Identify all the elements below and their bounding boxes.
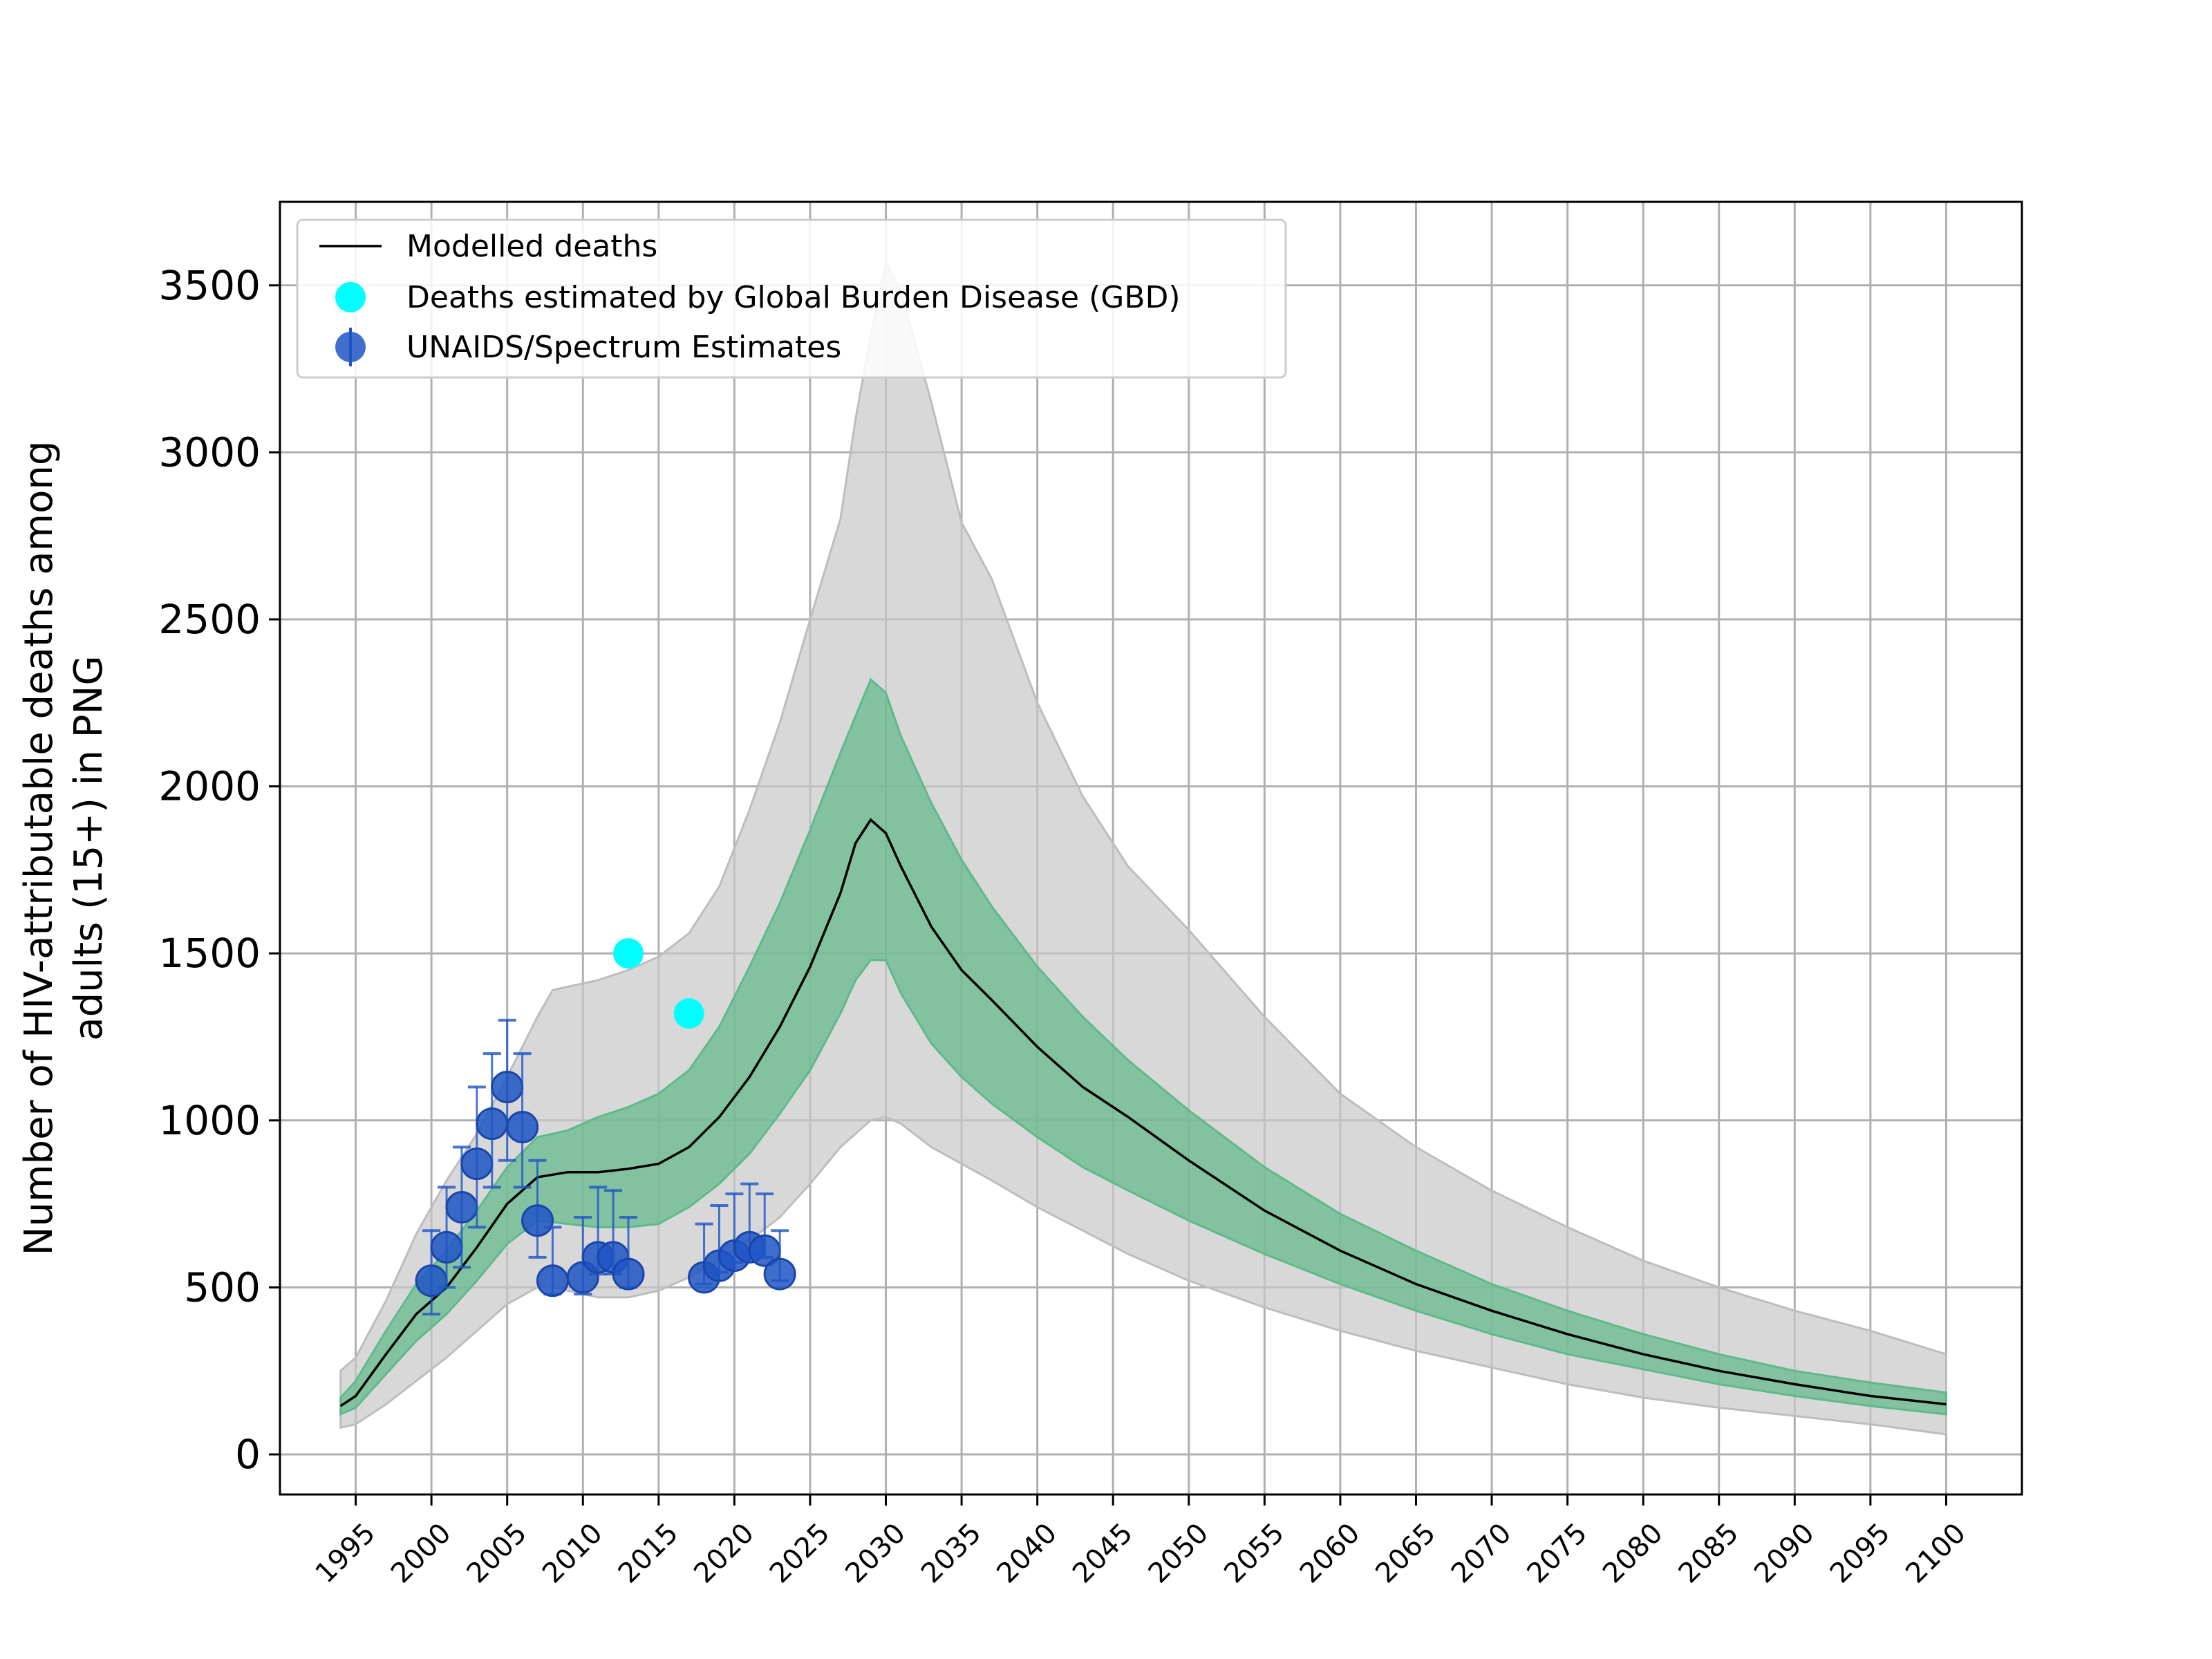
unaids-marker [763, 1257, 796, 1291]
legend-label: UNAIDS/Spectrum Estimates [406, 330, 841, 365]
modelled-deaths-series [339, 818, 1947, 1407]
unaids-marker [445, 1190, 478, 1224]
y-tick-label: 0 [235, 1431, 261, 1478]
x-tick-label: 2060 [1294, 1517, 1367, 1590]
x-tick-label: 2005 [461, 1517, 534, 1590]
x-tick-label: 2080 [1597, 1517, 1669, 1590]
inner-uncertainty-band [339, 677, 1947, 1416]
x-tick-label: 2095 [1824, 1517, 1897, 1590]
legend-box [296, 218, 1287, 379]
y-tick-label: 1000 [158, 1097, 261, 1144]
unaids-marker [536, 1264, 569, 1297]
x-tick-label: 2055 [1218, 1517, 1291, 1590]
legend-label: Deaths estimated by Global Burden Diseas… [406, 280, 1181, 315]
x-tick-label: 2050 [1143, 1517, 1215, 1590]
gbd-series [613, 938, 704, 1029]
y-tick-label: 3500 [158, 262, 261, 309]
unaids-point [491, 1018, 524, 1162]
x-tick-label: 2000 [385, 1517, 458, 1590]
x-tick-label: 2040 [991, 1517, 1064, 1590]
unaids-point [536, 1226, 569, 1297]
outer-uncertainty-band [339, 259, 1947, 1436]
x-tick-label: 2020 [688, 1517, 760, 1590]
y-tick-label: 3000 [158, 429, 261, 476]
x-tick-label: 2085 [1673, 1517, 1745, 1590]
unaids-marker [491, 1070, 524, 1103]
x-tick-label: 2075 [1521, 1517, 1594, 1590]
x-tick-label: 1995 [309, 1517, 382, 1590]
x-tick-label: 2015 [612, 1517, 685, 1590]
unaids-point [763, 1229, 796, 1291]
x-tick-label: 2010 [536, 1517, 609, 1590]
gbd-marker [673, 998, 704, 1029]
x-tick-label: 2035 [915, 1517, 988, 1590]
y-tick-label: 1500 [158, 930, 261, 977]
y-axis-label: Number of HIV-attributable deaths among a… [17, 441, 111, 1256]
outer-band-area [339, 259, 1947, 1436]
inner-band-area [339, 677, 1947, 1416]
unaids-marker [521, 1204, 554, 1237]
x-tick-label: 2070 [1445, 1517, 1518, 1590]
plot-frame [279, 200, 2023, 1496]
legend-unaids-swatch [335, 332, 366, 362]
unaids-marker [612, 1257, 645, 1291]
gbd-marker [613, 938, 644, 969]
y-axis-label-line: Number of HIV-attributable deaths among [17, 441, 62, 1256]
x-tick-label: 2090 [1748, 1517, 1821, 1590]
unaids-point [460, 1085, 494, 1229]
x-tick-label: 2045 [1067, 1517, 1139, 1590]
unaids-marker [506, 1110, 539, 1143]
unaids-series [415, 1018, 796, 1316]
unaids-point [506, 1052, 539, 1189]
y-tick-label: 500 [184, 1264, 261, 1311]
unaids-marker [430, 1230, 463, 1264]
unaids-marker [415, 1264, 448, 1297]
modelled-deaths-line [339, 818, 1947, 1407]
legend-gbd-swatch [335, 282, 366, 312]
y-tick-label: 2500 [158, 596, 261, 643]
y-axis-ticks: 0 500 1000 1500 2000 2500 3000 3500 [158, 262, 280, 1478]
y-axis-label-line: adults (15+) in PNG [66, 655, 111, 1040]
legend: Modelled deaths Deaths estimated by Globa… [296, 218, 1287, 379]
x-tick-label: 2065 [1369, 1517, 1442, 1590]
x-tick-label: 2025 [764, 1517, 836, 1590]
unaids-marker [476, 1107, 509, 1141]
y-tick-label: 2000 [158, 763, 261, 810]
unaids-marker [460, 1147, 494, 1181]
legend-label: Modelled deaths [406, 229, 657, 264]
x-tick-label: 2030 [839, 1517, 912, 1590]
x-axis-ticks: 1995 2000 2005 2010 2015 2020 2025 2030 2035 2040… [309, 1494, 1972, 1590]
x-tick-label: 2100 [1900, 1517, 1972, 1590]
unaids-point [612, 1215, 645, 1291]
